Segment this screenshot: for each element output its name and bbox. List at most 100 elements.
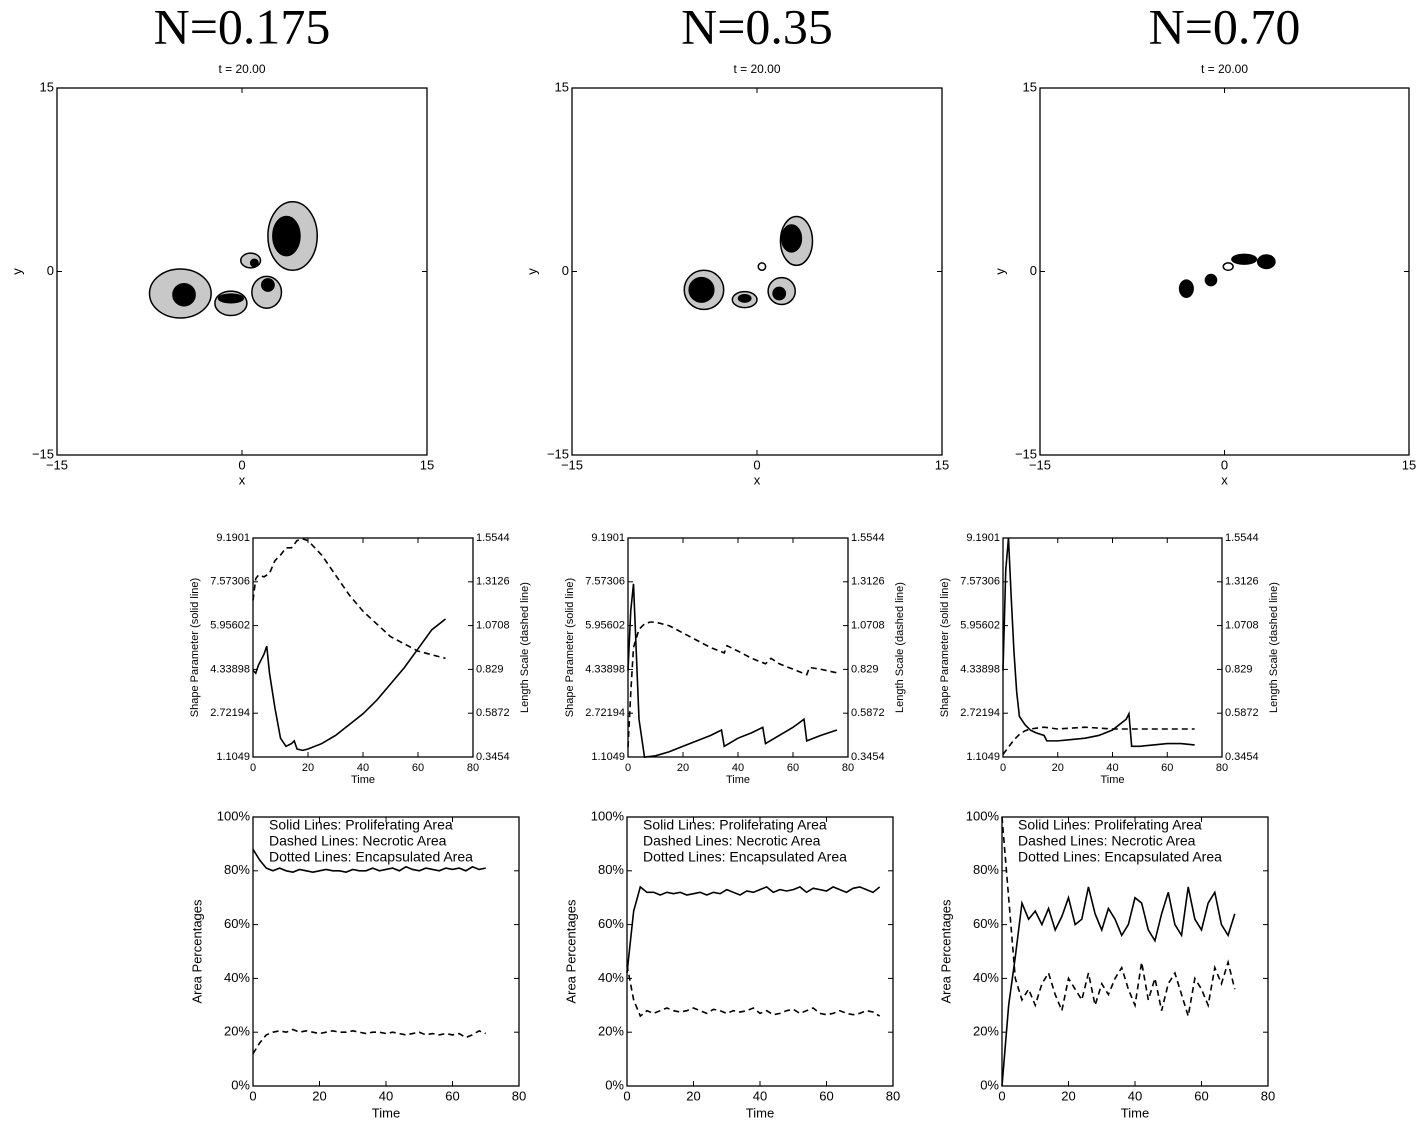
y-axis-label: y	[9, 268, 24, 275]
annotation: Dotted Lines: Encapsulated Area	[643, 849, 847, 865]
x-axis-label: Time	[1121, 1105, 1149, 1120]
x-tick-label: 60	[787, 762, 799, 774]
series-line	[252, 618, 446, 752]
column-title: N=0.70	[1149, 0, 1301, 54]
x-axis-label: Time	[1100, 774, 1124, 786]
series-line	[627, 621, 838, 748]
axes-frame	[252, 537, 474, 758]
series-line	[1001, 886, 1236, 1087]
x-tick-label: 80	[886, 1088, 900, 1103]
x-tick-label: 40	[753, 1088, 767, 1103]
y2-tick-label: 0.829	[476, 663, 504, 675]
x-tick-label: 20	[1061, 1088, 1075, 1103]
y-tick-label: 2.72194	[585, 707, 625, 719]
annotation: Solid Lines: Proliferating Area	[1018, 817, 1202, 833]
y-tick-label: 7.57306	[585, 576, 625, 588]
x-tick-label: 80	[842, 762, 854, 774]
y2-tick-label: 1.5544	[851, 532, 885, 544]
annotation: Dotted Lines: Encapsulated Area	[1018, 849, 1222, 865]
y2-tick-label: 1.5544	[1225, 532, 1259, 544]
x-axis-label: Time	[351, 774, 375, 786]
y-axis-label: Shape Parameter (solid line)	[189, 578, 201, 717]
y-tick-label: −15	[32, 446, 54, 461]
axes-frame	[627, 537, 849, 758]
y2-tick-label: 1.5544	[476, 532, 510, 544]
region	[272, 215, 301, 257]
y-tick-label: 80%	[598, 862, 624, 877]
y-tick-label: 0	[47, 263, 54, 278]
x-tick-label: 40	[732, 762, 744, 774]
series-line	[252, 537, 446, 660]
y-tick-label: 40%	[224, 970, 250, 985]
x-tick-label: 60	[1161, 762, 1173, 774]
x-axis-label: x	[1221, 472, 1228, 487]
y-axis-label: Area Percentages	[189, 899, 204, 1004]
y2-tick-label: 0.3454	[851, 751, 885, 763]
annotation: Solid Lines: Proliferating Area	[269, 817, 453, 833]
y-tick-label: 4.33898	[960, 663, 1000, 675]
x-tick-label: 80	[467, 762, 479, 774]
column-title: N=0.175	[154, 0, 331, 54]
y-tick-label: 7.57306	[960, 576, 1000, 588]
y-tick-label: 9.1901	[216, 532, 250, 544]
x-tick-label: 40	[357, 762, 369, 774]
y-tick-label: 0	[1030, 263, 1037, 278]
y2-tick-label: 1.3126	[1225, 576, 1259, 588]
y2-tick-label: 0.5872	[851, 707, 885, 719]
y-axis-label: y	[992, 268, 1007, 275]
y-axis-label: Shape Parameter (solid line)	[939, 578, 951, 717]
y-tick-label: 9.1901	[966, 532, 1000, 544]
x-tick-label: 15	[1402, 457, 1416, 472]
y2-tick-label: 1.0708	[1225, 620, 1259, 632]
series-line	[1002, 726, 1195, 755]
y-tick-label: 4.33898	[210, 663, 250, 675]
x-tick-label: 0	[1000, 762, 1006, 774]
y-tick-label: 7.57306	[210, 576, 250, 588]
y2-tick-label: 0.3454	[1225, 751, 1259, 763]
y-tick-label: 20%	[598, 1024, 624, 1039]
y-tick-label: −15	[547, 446, 569, 461]
series-line	[626, 885, 881, 974]
y-tick-label: 20%	[224, 1024, 250, 1039]
y-tick-label: 5.95602	[585, 620, 625, 632]
y2-tick-label: 0.3454	[476, 751, 510, 763]
x-tick-label: 0	[998, 1088, 1005, 1103]
y-tick-label: 40%	[598, 970, 624, 985]
x-axis-label: Time	[746, 1105, 774, 1120]
y2-tick-label: 1.3126	[476, 576, 510, 588]
y-tick-label: 15	[1023, 79, 1037, 94]
series-line	[252, 1028, 487, 1055]
x-tick-label: 60	[1194, 1088, 1208, 1103]
y-tick-label: 5.95602	[210, 620, 250, 632]
x-tick-label: 15	[420, 457, 434, 472]
x-axis-label: Time	[372, 1105, 400, 1120]
x-tick-label: 20	[302, 762, 314, 774]
y-tick-label: 100%	[966, 808, 1000, 823]
x-tick-label: 40	[1128, 1088, 1142, 1103]
y-axis-label: Area Percentages	[938, 899, 953, 1004]
region	[772, 286, 787, 301]
axes-frame	[571, 87, 943, 456]
region	[1256, 254, 1276, 270]
x-tick-label: 0	[623, 1088, 630, 1103]
x-tick-label: 0	[250, 762, 256, 774]
y2-tick-label: 1.3126	[851, 576, 885, 588]
x-tick-label: 15	[935, 457, 949, 472]
plot-subtitle: t = 20.00	[733, 62, 780, 76]
plot-subtitle: t = 20.00	[1201, 62, 1248, 76]
region	[780, 224, 803, 253]
y2-axis-label: Length Scale (dashed line)	[894, 582, 906, 713]
region	[1204, 273, 1218, 287]
y2-axis-label: Length Scale (dashed line)	[1268, 582, 1280, 713]
annotation: Dashed Lines: Necrotic Area	[269, 833, 447, 849]
y-tick-label: 20%	[973, 1024, 999, 1039]
y-tick-label: 0%	[605, 1077, 624, 1092]
y2-tick-label: 0.5872	[476, 707, 510, 719]
series-line	[252, 848, 486, 873]
y-tick-label: 2.72194	[210, 707, 250, 719]
y2-tick-label: 0.829	[1225, 663, 1253, 675]
x-axis-label: Time	[726, 774, 750, 786]
x-tick-label: 20	[677, 762, 689, 774]
x-tick-label: 40	[1106, 762, 1118, 774]
